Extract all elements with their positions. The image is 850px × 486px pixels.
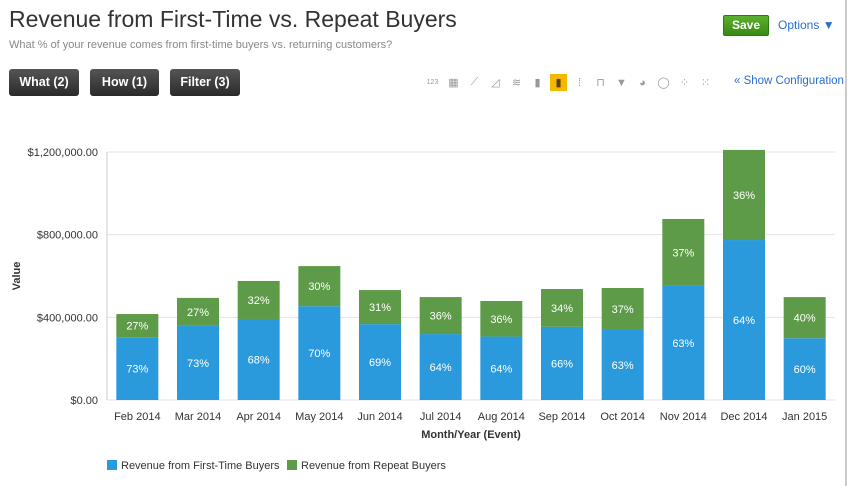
number-icon[interactable]: 123 xyxy=(426,79,439,86)
save-button[interactable]: Save xyxy=(723,15,769,36)
bar-segment xyxy=(177,325,219,400)
bar-segment xyxy=(480,301,523,337)
data-label: 69% xyxy=(369,357,391,369)
y-tick-label: $800,000.00 xyxy=(37,230,98,242)
pie-icon[interactable]: ◕ xyxy=(639,76,646,89)
data-label: 73% xyxy=(187,358,209,370)
data-label: 63% xyxy=(612,360,634,372)
bar-segment xyxy=(298,266,341,307)
x-tick-label: Feb 2014 xyxy=(114,411,160,423)
table-icon[interactable]: ▦ xyxy=(448,77,459,89)
bar-segment xyxy=(601,329,644,400)
x-tick-label: Nov 2014 xyxy=(660,411,707,423)
legend-item[interactable]: Revenue from First-Time Buyers xyxy=(121,460,280,472)
data-label: 37% xyxy=(672,247,694,259)
data-label: 40% xyxy=(794,313,816,325)
data-label: 66% xyxy=(551,358,573,370)
panel-edge xyxy=(845,0,847,486)
show-configuration-link[interactable]: « Show Configuration xyxy=(734,75,844,87)
x-tick-label: Dec 2014 xyxy=(720,411,767,423)
bar-segment xyxy=(298,306,341,400)
bar-segment xyxy=(662,218,705,286)
bar-segment xyxy=(601,287,644,330)
bubble-icon[interactable]: ⁙ xyxy=(700,77,711,89)
data-label: 31% xyxy=(369,302,391,314)
data-label: 37% xyxy=(612,304,634,316)
bar-segment xyxy=(237,280,280,319)
data-label: 36% xyxy=(733,190,755,202)
options-dropdown[interactable]: Options ▼ xyxy=(778,18,835,32)
step-icon[interactable]: ⊓ xyxy=(596,77,605,89)
filter-button[interactable]: Filter (3) xyxy=(170,69,240,96)
x-tick-label: Mar 2014 xyxy=(175,411,221,423)
data-label: 63% xyxy=(672,338,694,350)
data-label: 60% xyxy=(794,364,816,376)
bar-segment xyxy=(116,337,159,400)
x-tick-label: Jun 2014 xyxy=(357,411,402,423)
bar-segment xyxy=(237,318,280,400)
grouped-bar-icon[interactable]: ⁞ xyxy=(577,76,582,89)
what-button[interactable]: What (2) xyxy=(9,69,79,96)
bar-segment xyxy=(116,314,159,338)
x-axis-title: Month/Year (Event) xyxy=(421,429,521,441)
donut-icon[interactable]: ◯ xyxy=(657,77,670,89)
page-title: Revenue from First-Time vs. Repeat Buyer… xyxy=(9,6,457,32)
y-tick-label: $1,200,000.00 xyxy=(28,147,98,159)
chart-type-selector: 123 ▦ ⟋ ◿ ≋ ▮ ▮ ⁞ ⊓ ▼ ◕ ◯ ⁘ ⁙ xyxy=(424,74,714,91)
bar-segment xyxy=(723,149,765,241)
data-label: 73% xyxy=(126,364,148,376)
bar-segment xyxy=(541,289,583,327)
how-button[interactable]: How (1) xyxy=(90,69,159,96)
legend-item[interactable]: Revenue from Repeat Buyers xyxy=(301,460,446,472)
data-label: 27% xyxy=(126,321,148,333)
x-tick-label: Aug 2014 xyxy=(478,411,525,423)
bar-segment xyxy=(480,336,523,400)
x-tick-label: Jul 2014 xyxy=(420,411,462,423)
data-label: 68% xyxy=(248,354,270,366)
data-label: 64% xyxy=(430,362,452,374)
data-label: 36% xyxy=(430,311,452,323)
scatter-icon[interactable]: ⁘ xyxy=(679,77,690,89)
data-label: 70% xyxy=(308,348,330,360)
funnel-icon[interactable]: ▼ xyxy=(616,76,627,89)
bar-segment xyxy=(662,285,705,400)
y-tick-label: $400,000.00 xyxy=(37,312,98,324)
data-label: 36% xyxy=(490,314,512,326)
bar-segment xyxy=(783,338,826,400)
area-icon[interactable]: ◿ xyxy=(491,77,500,89)
y-axis-title: Value xyxy=(11,262,23,291)
legend-swatch xyxy=(107,460,117,470)
x-tick-label: May 2014 xyxy=(295,411,343,423)
page-subtitle: What % of your revenue comes from first-… xyxy=(9,39,393,51)
bar-segment xyxy=(723,240,765,400)
data-label: 27% xyxy=(187,307,209,319)
bar-segment xyxy=(783,297,826,339)
x-tick-label: Sep 2014 xyxy=(538,411,585,423)
stacked-area-icon[interactable]: ≋ xyxy=(511,77,522,89)
bar-segment xyxy=(359,290,401,325)
x-tick-label: Apr 2014 xyxy=(236,411,281,423)
data-label: 30% xyxy=(308,281,330,293)
bar-segment xyxy=(177,297,219,326)
data-label: 64% xyxy=(733,315,755,327)
bar-icon[interactable]: ▮ xyxy=(534,77,541,89)
bar-segment xyxy=(541,326,583,400)
data-label: 34% xyxy=(551,303,573,315)
bar-segment xyxy=(419,297,462,335)
line-icon[interactable]: ⟋ xyxy=(470,76,479,88)
stacked-bar-icon[interactable]: ▮ xyxy=(550,74,567,91)
y-tick-label: $0.00 xyxy=(70,395,98,407)
bar-segment xyxy=(419,334,462,400)
bar-segment xyxy=(359,324,401,400)
data-label: 32% xyxy=(248,295,270,307)
legend-swatch xyxy=(287,460,297,470)
x-tick-label: Jan 2015 xyxy=(782,411,827,423)
data-label: 64% xyxy=(490,363,512,375)
x-tick-label: Oct 2014 xyxy=(600,411,645,423)
